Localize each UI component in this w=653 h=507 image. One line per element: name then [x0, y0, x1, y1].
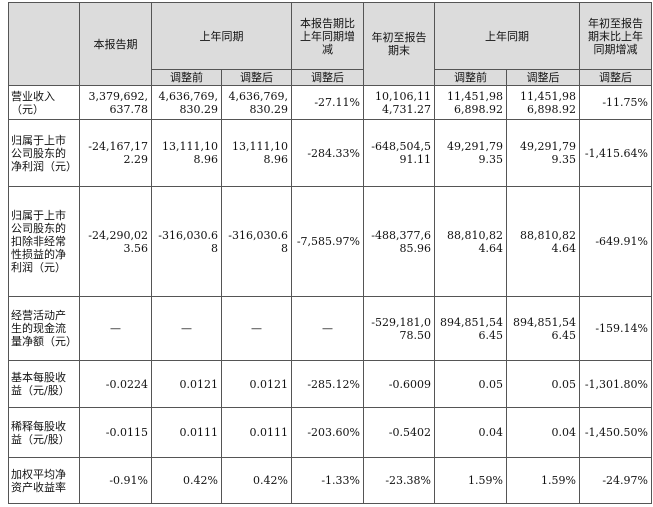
row-label: 营业收入（元）	[8, 85, 80, 120]
row-label: 加权平均净资产收益率	[8, 457, 80, 504]
table-row: 营业收入（元） 3,379,692,637.78 4,636,769,830.2…	[8, 85, 652, 120]
cell-prior-ytd-after: 0.04	[506, 407, 580, 458]
cell-current: —	[79, 296, 152, 361]
row-label: 归属于上市公司股东的净利润（元）	[8, 119, 80, 187]
row-label: 归属于上市公司股东的扣除非经常性损益的净利润（元）	[8, 186, 80, 297]
cell-prior-before: 4,636,769,830.29	[151, 85, 222, 120]
cell-change: -27.11%	[291, 85, 364, 120]
table-row: 经营活动产生的现金流量净额（元） — — — — -529,181,078.50…	[8, 296, 652, 361]
cell-ytd-change: -159.14%	[579, 296, 652, 361]
cell-prior-after: 0.42%	[221, 457, 292, 504]
row-label: 经营活动产生的现金流量净额（元）	[8, 296, 80, 361]
header-row-1: 本报告期 上年同期 本报告期比上年同期增减 年初至报告期末 上年同期 年初至报告…	[8, 2, 652, 86]
cell-ytd-change: -1,450.50%	[579, 407, 652, 458]
cell-ytd: -529,181,078.50	[363, 296, 435, 361]
cell-change: -203.60%	[291, 407, 364, 458]
cell-prior-ytd-after: 49,291,799.35	[506, 119, 580, 187]
financial-table-container: 本报告期 上年同期 本报告期比上年同期增减 年初至报告期末 上年同期 年初至报告…	[8, 2, 652, 504]
cell-prior-ytd-before: 894,851,546.45	[434, 296, 507, 361]
cell-prior-ytd-before: 0.04	[434, 407, 507, 458]
cell-prior-after: 4,636,769,830.29	[221, 85, 292, 120]
header-corner	[8, 2, 80, 86]
cell-ytd-change: -11.75%	[579, 85, 652, 120]
table-row: 归属于上市公司股东的扣除非经常性损益的净利润（元） -24,290,023.56…	[8, 186, 652, 297]
cell-ytd-change: -24.97%	[579, 457, 652, 504]
cell-prior-ytd-after: 894,851,546.45	[506, 296, 580, 361]
table-row: 基本每股收益（元/股） -0.0224 0.0121 0.0121 -285.1…	[8, 360, 652, 408]
cell-prior-ytd-after: 1.59%	[506, 457, 580, 504]
cell-prior-before: 0.0111	[151, 407, 222, 458]
cell-current: -0.0115	[79, 407, 152, 458]
cell-current: -0.0224	[79, 360, 152, 408]
header-prior-period-group: 上年同期	[151, 2, 292, 70]
cell-current: 3,379,692,637.78	[79, 85, 152, 120]
cell-prior-ytd-before: 11,451,986,898.92	[434, 85, 507, 120]
header-after-adjust-2: 调整后	[506, 69, 580, 86]
cell-prior-before: —	[151, 296, 222, 361]
table-row: 归属于上市公司股东的净利润（元） -24,167,172.29 13,111,1…	[8, 119, 652, 187]
header-prior-ytd-group: 上年同期	[434, 2, 580, 70]
header-before-adjust-2: 调整前	[434, 69, 507, 86]
cell-change: -285.12%	[291, 360, 364, 408]
header-current-period: 本报告期	[79, 2, 152, 86]
cell-current: -24,290,023.56	[79, 186, 152, 297]
cell-prior-ytd-before: 88,810,824.64	[434, 186, 507, 297]
cell-ytd-change: -649.91%	[579, 186, 652, 297]
header-current-change: 本报告期比上年同期增减	[291, 2, 364, 70]
cell-prior-before: 0.42%	[151, 457, 222, 504]
cell-prior-after: 0.0111	[221, 407, 292, 458]
cell-prior-before: 13,111,108.96	[151, 119, 222, 187]
cell-prior-after: —	[221, 296, 292, 361]
cell-current: -0.91%	[79, 457, 152, 504]
cell-prior-after: 0.0121	[221, 360, 292, 408]
cell-change: -284.33%	[291, 119, 364, 187]
cell-prior-ytd-before: 0.05	[434, 360, 507, 408]
cell-change: -1.33%	[291, 457, 364, 504]
cell-change: —	[291, 296, 364, 361]
cell-ytd: -0.6009	[363, 360, 435, 408]
cell-prior-after: -316,030.68	[221, 186, 292, 297]
cell-prior-after: 13,111,108.96	[221, 119, 292, 187]
cell-ytd: -23.38%	[363, 457, 435, 504]
cell-prior-ytd-after: 0.05	[506, 360, 580, 408]
table-row: 稀释每股收益（元/股） -0.0115 0.0111 0.0111 -203.6…	[8, 407, 652, 458]
cell-current: -24,167,172.29	[79, 119, 152, 187]
cell-ytd: -488,377,685.96	[363, 186, 435, 297]
header-ytd-end: 年初至报告期末	[363, 2, 435, 86]
row-label: 基本每股收益（元/股）	[8, 360, 80, 408]
cell-prior-ytd-before: 49,291,799.35	[434, 119, 507, 187]
cell-prior-ytd-before: 1.59%	[434, 457, 507, 504]
header-row-2: 调整前 调整后 调整后 调整前 调整后 调整后	[9, 69, 652, 86]
header-after-adjust-change: 调整后	[291, 69, 364, 86]
cell-ytd: 10,106,114,731.27	[363, 85, 435, 120]
header-after-adjust-change-2: 调整后	[579, 69, 652, 86]
cell-prior-ytd-after: 88,810,824.64	[506, 186, 580, 297]
header-ytd-change: 年初至报告期末比上年同期增减	[579, 2, 652, 70]
financial-summary-table: 本报告期 上年同期 本报告期比上年同期增减 年初至报告期末 上年同期 年初至报告…	[8, 2, 652, 504]
header-after-adjust: 调整后	[221, 69, 292, 86]
header-before-adjust: 调整前	[151, 69, 222, 86]
cell-ytd-change: -1,415.64%	[579, 119, 652, 187]
table-row: 加权平均净资产收益率 -0.91% 0.42% 0.42% -1.33% -23…	[8, 457, 652, 504]
cell-ytd: -648,504,591.11	[363, 119, 435, 187]
row-label: 稀释每股收益（元/股）	[8, 407, 80, 458]
cell-prior-ytd-after: 11,451,986,898.92	[506, 85, 580, 120]
cell-ytd: -0.5402	[363, 407, 435, 458]
cell-prior-before: 0.0121	[151, 360, 222, 408]
cell-prior-before: -316,030.68	[151, 186, 222, 297]
cell-change: -7,585.97%	[291, 186, 364, 297]
cell-ytd-change: -1,301.80%	[579, 360, 652, 408]
